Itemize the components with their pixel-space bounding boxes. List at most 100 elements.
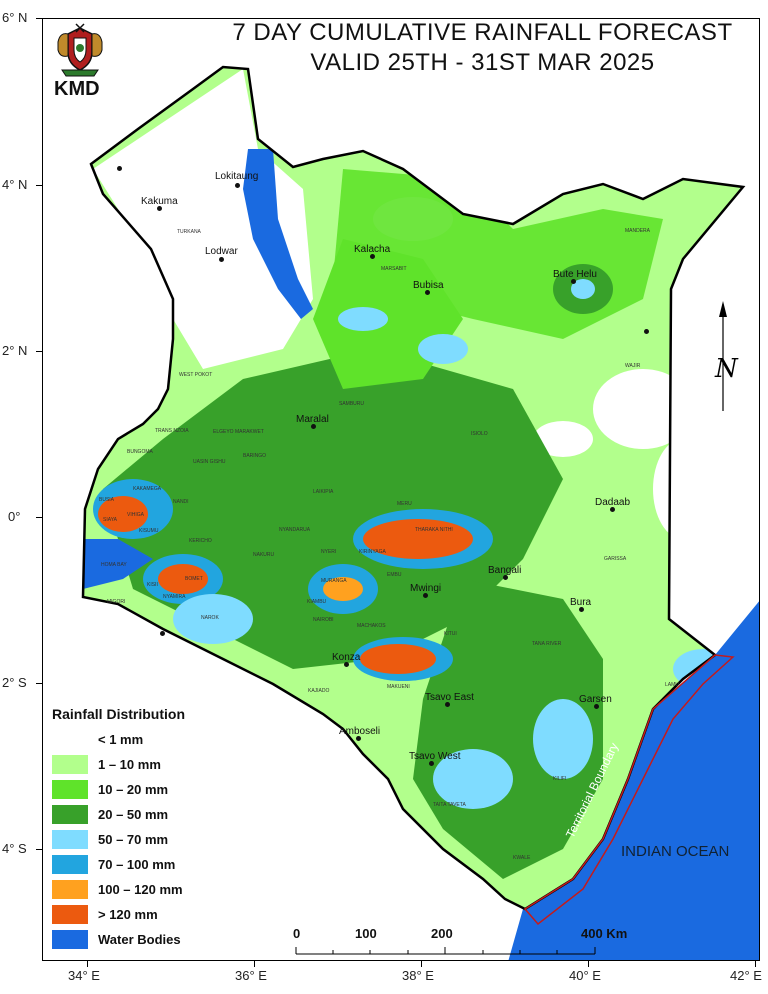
lat-tick: [36, 185, 42, 186]
legend-title: Rainfall Distribution: [52, 706, 185, 722]
county-label: MAKUENI: [387, 684, 410, 690]
county-label: KERICHO: [189, 538, 212, 544]
legend-label: 50 – 70 mm: [98, 832, 169, 847]
town-bangali: Bangali: [488, 565, 522, 576]
legend-label: > 120 mm: [98, 907, 158, 922]
county-label: TAITA TAVETA: [433, 802, 466, 808]
town-dot: [311, 424, 316, 429]
coat-of-arms-icon: [57, 23, 103, 77]
lon-label-42e: 42° E: [730, 968, 762, 983]
legend-label: 70 – 100 mm: [98, 857, 176, 872]
lon-label-40e: 40° E: [569, 968, 601, 983]
legend-label: 20 – 50 mm: [98, 807, 169, 822]
legend-item: 100 – 120 mm: [52, 877, 185, 902]
county-label: NYERI: [321, 549, 337, 555]
scale-label: 0: [293, 926, 301, 941]
lat-label-6n: 6° N: [2, 10, 28, 25]
county-label: MANDERA: [625, 228, 651, 234]
kmd-label: KMD: [54, 78, 100, 100]
lon-tick: [254, 961, 255, 967]
legend-label: 1 – 10 mm: [98, 757, 161, 772]
county-label: TRANS NZOIA: [155, 428, 189, 434]
town-dot: [610, 507, 615, 512]
town-dadaab: Dadaab: [595, 497, 631, 508]
lon-tick: [755, 961, 756, 967]
lat-tick: [36, 351, 42, 352]
town-dot: [157, 206, 162, 211]
county-label: LAIKIPIA: [313, 489, 334, 495]
legend-swatch: [52, 805, 88, 824]
lon-label-34e: 34° E: [68, 968, 100, 983]
town-dot: [579, 607, 584, 612]
legend-item: 10 – 20 mm: [52, 777, 185, 802]
lat-label-2s: 2° S: [2, 675, 27, 690]
title-line2: VALID 25TH - 31ST MAR 2025: [310, 49, 655, 76]
county-label: THARAKA NITHI: [415, 527, 453, 533]
territorial-boundary: [523, 654, 735, 926]
legend-item: < 1 mm: [52, 727, 185, 752]
county-label: NAROK: [201, 615, 219, 621]
county-label: TURKANA: [177, 229, 201, 235]
lon-label-38e: 38° E: [402, 968, 434, 983]
lat-tick: [36, 849, 42, 850]
lat-tick: [36, 18, 42, 19]
legend-item: 50 – 70 mm: [52, 827, 185, 852]
county-label: KISII: [147, 582, 158, 588]
county-label: KITUI: [444, 631, 457, 637]
lon-tick: [421, 961, 422, 967]
county-label: KAKAMEGA: [133, 486, 162, 492]
lat-tick: [36, 683, 42, 684]
legend-item: 70 – 100 mm: [52, 852, 185, 877]
county-label: BARINGO: [243, 453, 267, 459]
town-mwingi: Mwingi: [410, 583, 442, 594]
legend-swatch: [52, 780, 88, 799]
legend-label: < 1 mm: [98, 732, 144, 747]
legend-swatch: [52, 830, 88, 849]
town-dot: [117, 166, 122, 171]
county-label: BUSIA: [99, 497, 115, 503]
legend-label: 100 – 120 mm: [98, 882, 183, 897]
town-konza: Konza: [332, 652, 361, 663]
county-label: MIGORI: [107, 599, 126, 605]
scale-bar-graphic: [295, 947, 596, 955]
county-label: WEST POKOT: [179, 372, 213, 378]
county-label: NANDI: [173, 499, 189, 505]
county-label: NYAMIRA: [163, 594, 186, 600]
map-title: 7 DAY CUMULATIVE RAINFALL FORECAST VALID…: [205, 18, 760, 78]
county-label: KIAMBU: [307, 599, 327, 605]
lon-tick: [87, 961, 88, 967]
town-dot: [423, 593, 428, 598]
county-label: NAKURU: [253, 552, 275, 558]
county-label: ISIOLO: [471, 431, 488, 437]
town-dot: [370, 254, 375, 259]
town-amboseli: Amboseli: [339, 726, 381, 737]
town-bubisa: Bubisa: [413, 280, 444, 291]
lat-label-2n: 2° N: [2, 343, 28, 358]
rainfall-map: N: [81, 65, 759, 960]
town-dot: [644, 329, 649, 334]
svg-text:N: N: [714, 354, 739, 384]
ocean-label: INDIAN OCEAN: [621, 843, 730, 860]
town-garsen: Garsen: [579, 694, 612, 705]
legend-label: Water Bodies: [98, 932, 181, 947]
town-kalacha: Kalacha: [354, 244, 391, 255]
county-label: LAMU: [665, 682, 679, 688]
legend-swatch: [52, 855, 88, 874]
scale-label: 400 Km: [581, 926, 628, 941]
county-label: KIRINYAGA: [359, 549, 386, 555]
county-label: ELGEYO MARAKWET: [213, 429, 264, 435]
town-dot: [445, 702, 450, 707]
county-label: GARISSA: [604, 556, 627, 562]
town-dot: [571, 279, 576, 284]
county-label: NYANDARUA: [279, 527, 311, 533]
town-lodwar: Lodwar: [205, 246, 238, 257]
town-tsavo-west: Tsavo West: [409, 751, 461, 762]
lat-label-4n: 4° N: [2, 177, 28, 192]
legend-swatch: [52, 755, 88, 774]
county-label: BOMET: [185, 576, 203, 582]
scale-label: 100: [355, 926, 377, 941]
county-label: SAMBURU: [339, 401, 365, 407]
lat-label-4s: 4° S: [2, 841, 27, 856]
town-tsavo-east: Tsavo East: [425, 692, 474, 703]
town-dot: [356, 736, 361, 741]
